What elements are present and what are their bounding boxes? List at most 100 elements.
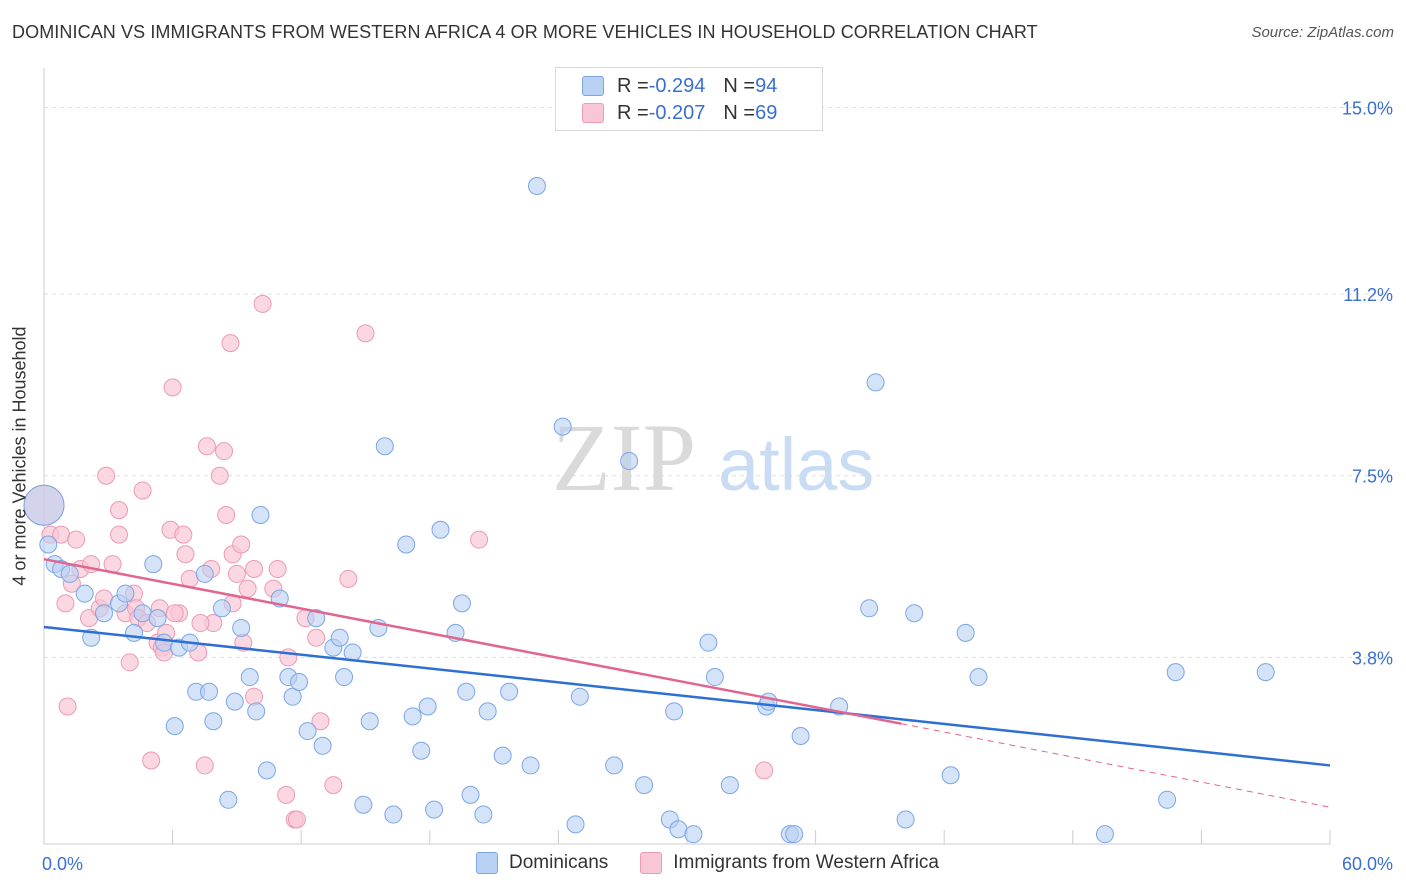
data-point-dominicans (307, 609, 326, 628)
data-point-dominicans (720, 776, 739, 795)
trend-line-western-africa-extension (901, 723, 1331, 808)
data-point-western-africa (120, 653, 139, 672)
series-western-africa (23, 294, 774, 829)
data-point-western-africa (56, 594, 75, 613)
data-point-dominicans (896, 810, 915, 829)
x-tick-label: 0.0% (42, 854, 83, 874)
data-point-dominicans (860, 599, 879, 618)
data-point-dominicans (905, 604, 924, 623)
legend-swatch-pink (582, 103, 604, 123)
data-point-dominicans (866, 373, 885, 392)
data-point-dominicans (605, 756, 624, 775)
data-point-western-africa (287, 810, 306, 829)
data-point-western-africa (311, 712, 330, 731)
data-point-dominicans (969, 668, 988, 687)
chart-title: DOMINICAN VS IMMIGRANTS FROM WESTERN AFR… (12, 22, 1038, 42)
legend-item-dominicans: Dominicans (476, 852, 608, 874)
data-point-western-africa (307, 628, 326, 647)
source-label: Source: ZipAtlas.com (1251, 24, 1394, 41)
legend-label-western-africa: Immigrants from Western Africa (673, 852, 939, 873)
correlation-legend: R = -0.294 N = 94 R = -0.207 N = 69 (555, 67, 823, 131)
data-point-dominicans (335, 668, 354, 687)
data-point-dominicans (570, 687, 589, 706)
legend-label-dominicans: Dominicans (509, 852, 609, 873)
data-point-western-africa (215, 442, 234, 461)
data-point-dominicans (375, 437, 394, 456)
data-point-dominicans (251, 506, 270, 525)
legend-r-value: -0.294 (648, 74, 706, 97)
data-point-western-africa (238, 579, 257, 598)
legend-row-dominicans: R = -0.294 N = 94 (582, 74, 777, 98)
data-point-western-africa (110, 501, 129, 520)
data-point-dominicans (699, 633, 718, 652)
data-point-dominicans (204, 712, 223, 731)
series-legend: Dominicans Immigrants from Western Afric… (476, 852, 971, 874)
data-point-dominicans (684, 825, 703, 844)
legend-n-value: 69 (755, 101, 778, 124)
data-point-dominicans (1158, 790, 1177, 809)
data-point-dominicans (257, 761, 276, 780)
data-point-dominicans (354, 795, 373, 814)
data-point-dominicans (431, 520, 450, 539)
data-point-western-africa (245, 687, 264, 706)
y-tick-label: 11.2% (1343, 285, 1393, 305)
data-point-dominicans (247, 702, 266, 721)
data-point-dominicans (425, 800, 444, 819)
legend-swatch-blue (582, 76, 604, 96)
data-point-dominicans (144, 555, 163, 574)
data-point-western-africa (197, 437, 216, 456)
data-point-dominicans (219, 790, 238, 809)
legend-swatch-pink (640, 852, 663, 874)
data-point-dominicans (60, 564, 79, 583)
data-point-western-africa (324, 776, 343, 795)
data-point-dominicans (212, 599, 231, 618)
data-point-dominicans (148, 609, 167, 628)
legend-r-value: -0.207 (648, 101, 706, 124)
data-point-western-africa (191, 614, 210, 633)
data-point-western-africa (163, 378, 182, 397)
data-point-western-africa (339, 569, 358, 588)
data-point-western-africa (133, 481, 152, 500)
data-point-dominicans (1095, 825, 1114, 844)
data-point-western-africa (755, 761, 774, 780)
data-point-dominicans (785, 825, 804, 844)
legend-r-label: R = (617, 101, 649, 124)
data-point-western-africa (142, 751, 161, 770)
data-point-dominicans (1166, 663, 1185, 682)
data-point-western-africa (110, 525, 129, 544)
axes (43, 68, 1331, 845)
data-point-dominicans (452, 594, 471, 613)
trend-line-western-africa (43, 557, 902, 725)
y-tick-label: 3.8% (1352, 648, 1393, 668)
data-point-dominicans (791, 726, 810, 745)
data-point-western-africa (195, 756, 214, 775)
data-point-dominicans (1256, 663, 1275, 682)
data-point-dominicans (298, 722, 317, 741)
data-point-dominicans (665, 702, 684, 721)
data-point-dominicans (240, 668, 259, 687)
trend-lines (43, 557, 1331, 808)
data-point-dominicans (956, 623, 975, 642)
data-point-western-africa (268, 560, 287, 579)
data-point-dominicans (566, 815, 585, 834)
data-point-western-africa (176, 545, 195, 564)
data-point-dominicans (360, 712, 379, 731)
data-point-dominicans (941, 766, 960, 785)
y-tick-label: 7.5% (1352, 467, 1393, 487)
data-point-dominicans (635, 776, 654, 795)
data-point-dominicans (23, 484, 65, 526)
data-point-dominicans (521, 756, 540, 775)
data-point-dominicans (412, 741, 431, 760)
data-point-dominicans (116, 584, 135, 603)
legend-swatch-blue (476, 852, 498, 874)
data-point-dominicans (461, 785, 480, 804)
data-point-western-africa (245, 560, 264, 579)
data-point-dominicans (493, 746, 512, 765)
data-point-dominicans (330, 628, 349, 647)
data-point-dominicans (397, 535, 416, 554)
data-point-dominicans (705, 668, 724, 687)
data-point-dominicans (474, 805, 493, 824)
watermark-atlas: atlas (718, 423, 874, 506)
data-point-dominicans (125, 623, 144, 642)
